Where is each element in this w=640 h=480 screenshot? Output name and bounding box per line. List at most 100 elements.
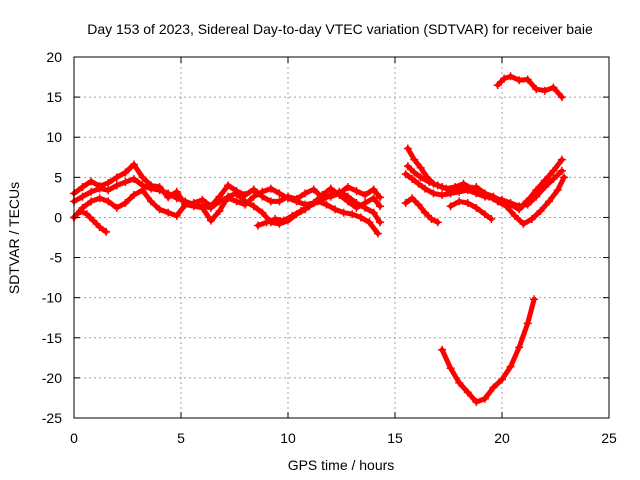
data-point	[318, 190, 327, 199]
data-point	[373, 229, 382, 238]
data-point	[356, 213, 365, 222]
data-point	[498, 375, 506, 384]
data-point	[425, 178, 434, 187]
data-point	[326, 184, 335, 193]
data-point	[500, 74, 509, 83]
data-point	[164, 208, 173, 217]
data-point	[172, 194, 181, 203]
data-point	[540, 86, 549, 95]
data-point	[553, 186, 562, 195]
data-point	[284, 194, 292, 203]
data-point	[266, 184, 275, 193]
data-point	[401, 170, 410, 179]
data-point	[506, 362, 515, 371]
data-point	[241, 197, 250, 206]
data-point	[557, 93, 566, 102]
data-point	[266, 197, 275, 206]
data-point	[557, 155, 566, 164]
data-point	[249, 185, 258, 194]
data-point	[232, 197, 241, 206]
y-tick-label: 10	[46, 129, 62, 145]
data-point	[487, 215, 496, 224]
data-point	[129, 190, 138, 199]
data-point	[296, 207, 305, 216]
data-point	[433, 181, 442, 190]
data-point	[510, 211, 519, 220]
data-point	[339, 208, 348, 217]
x-tick-label: 10	[280, 430, 296, 446]
data-point	[155, 205, 164, 214]
data-point	[138, 186, 147, 195]
data-point	[365, 218, 374, 227]
data-point	[369, 185, 378, 194]
data-point	[121, 178, 130, 187]
data-point	[455, 197, 464, 206]
data-point	[104, 197, 113, 206]
data-point	[343, 197, 352, 206]
data-point	[164, 189, 173, 198]
x-tick-label: 20	[494, 430, 510, 446]
data-point	[301, 189, 310, 198]
data-point	[104, 178, 113, 187]
data-point	[485, 192, 494, 201]
data-point	[309, 185, 318, 194]
data-point	[420, 184, 429, 193]
data-point	[262, 218, 271, 227]
series-track-k	[493, 72, 566, 102]
data-point	[95, 184, 104, 193]
y-tick-label: -20	[42, 370, 62, 386]
data-point	[493, 197, 502, 206]
y-tick-label: 15	[46, 89, 62, 105]
data-point	[401, 199, 410, 208]
data-point	[112, 181, 121, 190]
series-track-i	[401, 194, 442, 227]
series-layer	[70, 72, 569, 406]
data-point	[523, 200, 532, 209]
data-point	[446, 189, 455, 198]
data-point	[549, 83, 558, 92]
data-point	[468, 184, 477, 193]
data-point	[403, 144, 412, 153]
data-point	[472, 203, 481, 212]
data-point	[254, 221, 263, 230]
data-point	[249, 192, 258, 201]
data-point	[95, 223, 104, 232]
series-track-e	[254, 197, 382, 238]
data-point	[361, 199, 370, 208]
chart-title: Day 153 of 2023, Sidereal Day-to-day VTE…	[87, 21, 593, 37]
data-point	[155, 186, 164, 195]
data-point	[506, 72, 515, 81]
data-point	[138, 173, 147, 182]
data-point	[450, 182, 459, 191]
data-point	[408, 194, 417, 203]
data-point	[480, 210, 489, 219]
y-tick-label: 20	[46, 49, 62, 65]
data-point	[343, 182, 352, 191]
data-point	[515, 343, 524, 352]
data-point	[292, 197, 301, 206]
data-point	[515, 202, 524, 211]
data-point	[104, 186, 113, 195]
data-point	[557, 166, 566, 175]
data-point	[348, 210, 357, 219]
data-point	[376, 218, 385, 227]
data-point	[427, 215, 436, 224]
data-point	[335, 190, 344, 199]
data-point	[129, 174, 138, 183]
data-point	[275, 189, 284, 198]
data-point	[322, 200, 331, 209]
data-point	[361, 190, 370, 199]
x-tick-label: 15	[387, 430, 403, 446]
data-point	[376, 202, 385, 211]
data-point	[472, 397, 481, 406]
data-point	[545, 197, 554, 206]
data-point	[429, 189, 438, 198]
data-point	[408, 174, 417, 183]
data-point	[403, 162, 412, 171]
data-point	[410, 168, 419, 177]
data-point	[446, 202, 455, 211]
y-tick-label: -10	[42, 290, 62, 306]
data-point	[527, 215, 536, 224]
data-point	[305, 202, 314, 211]
